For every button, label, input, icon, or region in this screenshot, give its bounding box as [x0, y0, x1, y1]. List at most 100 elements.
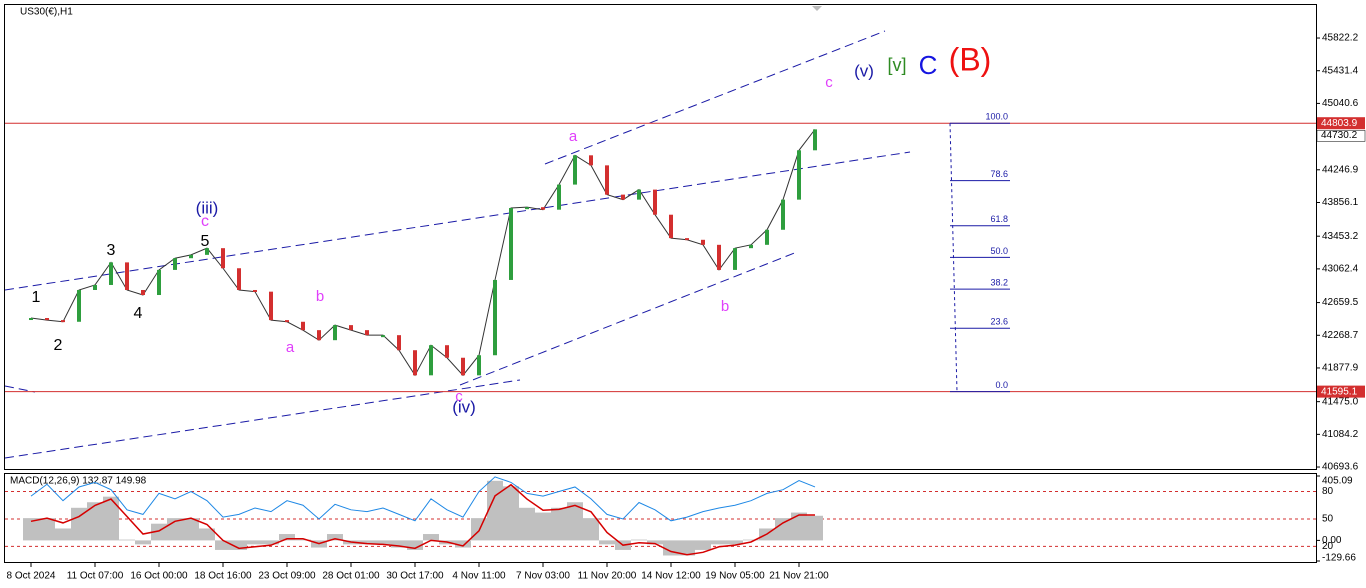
macd-bar	[455, 540, 471, 548]
candle	[333, 325, 337, 341]
candle	[653, 189, 657, 215]
x-tick-label: 23 Oct 09:00	[258, 571, 316, 582]
candle	[589, 155, 593, 166]
candle	[733, 248, 737, 270]
macd-bar	[71, 507, 87, 541]
wave-label: (v)	[854, 61, 874, 80]
candle	[701, 239, 705, 245]
candle	[461, 357, 465, 376]
candle	[477, 355, 481, 376]
candle	[317, 330, 321, 341]
macd-bar	[679, 540, 695, 556]
candle	[397, 335, 401, 351]
candle	[525, 207, 529, 210]
candle	[605, 165, 609, 195]
macd-bar	[695, 540, 711, 550]
macd-bar	[503, 486, 519, 541]
candle	[237, 268, 241, 290]
macd-bar	[359, 540, 375, 545]
x-tick-label: 30 Oct 17:00	[386, 571, 444, 582]
candle	[61, 320, 65, 323]
macd-bar	[247, 540, 263, 545]
macd-bar	[279, 534, 295, 541]
x-tick-label: 19 Nov 05:00	[705, 571, 765, 582]
macd-line	[30, 476, 816, 522]
candle	[141, 289, 145, 296]
candle	[685, 238, 689, 241]
macd-pane	[4, 473, 1317, 563]
candle	[813, 129, 817, 151]
candle	[173, 258, 177, 270]
fib-label: 61.8	[990, 214, 1008, 224]
y-tick-label: 42659.5	[1322, 297, 1359, 308]
wave-label: (B)	[949, 41, 992, 77]
price-tag	[1317, 385, 1365, 398]
y2-tick-label: 50	[1322, 514, 1334, 525]
candle	[493, 279, 497, 356]
y-tick-label: 45040.6	[1322, 98, 1359, 109]
macd-bar	[711, 540, 727, 545]
fib-label: 100.0	[985, 112, 1008, 122]
macd-bar	[791, 512, 807, 541]
macd-title: MACD(12,26,9) 132.87 149.98	[10, 476, 147, 487]
candle	[109, 262, 113, 285]
candle	[717, 244, 721, 270]
x-tick-label: 11 Oct 07:00	[67, 571, 124, 582]
macd-bar	[391, 540, 407, 548]
wave-label: c	[455, 388, 463, 405]
candle	[637, 189, 641, 200]
macd-bar	[55, 528, 71, 541]
macd-bar	[199, 528, 215, 541]
candle	[509, 208, 513, 280]
wave-label: b	[316, 288, 324, 305]
fib-label: 78.6	[990, 169, 1008, 179]
candle	[125, 262, 129, 290]
wave-label: 4	[134, 305, 143, 322]
candle	[541, 207, 545, 210]
x-tick-label: 7 Nov 03:00	[516, 571, 570, 582]
fib-label: 50.0	[990, 246, 1008, 256]
candle	[797, 150, 801, 200]
x-tick-label: 4 Nov 11:00	[452, 571, 506, 582]
wave-label: 5	[201, 233, 210, 250]
y-tick-label: 41475.0	[1322, 396, 1359, 407]
macd-bar	[631, 539, 647, 541]
macd-bar	[295, 539, 311, 541]
candle	[445, 345, 449, 358]
candle	[429, 345, 433, 376]
candle	[93, 284, 97, 290]
macd-bar	[39, 518, 55, 541]
macd-bar	[743, 539, 759, 541]
candle	[77, 289, 81, 322]
wave-label: a	[569, 128, 578, 145]
last-price-tag	[1316, 130, 1366, 142]
fib-label: 23.6	[990, 317, 1008, 327]
y-tick-label: 43062.4	[1322, 264, 1359, 275]
macd-bar	[327, 534, 343, 541]
candle	[45, 318, 49, 321]
candle	[573, 155, 577, 185]
macd-bar	[423, 534, 439, 541]
last-price-label: 44730.2	[1321, 130, 1358, 141]
macd-bar	[487, 480, 503, 541]
wave-label: c	[201, 213, 209, 230]
price-tag	[1317, 117, 1365, 130]
candle	[269, 291, 273, 321]
wave-label: b	[721, 298, 729, 315]
candle	[301, 321, 305, 331]
candle	[285, 320, 289, 323]
macd-bar	[647, 540, 663, 545]
price-tag-label: 44803.9	[1321, 118, 1358, 129]
wave-label: C	[919, 50, 938, 80]
y-tick-label: 43453.2	[1322, 231, 1359, 242]
trendline	[4, 385, 36, 393]
x-tick-label: 21 Nov 21:00	[769, 571, 829, 582]
macd-bar	[567, 502, 583, 541]
wave-label: (iv)	[452, 397, 476, 416]
candle	[413, 350, 417, 376]
x-tick-label: 11 Nov 20:00	[578, 571, 637, 582]
y-tick-label: 45431.4	[1322, 65, 1359, 76]
macd-bar	[775, 518, 791, 541]
